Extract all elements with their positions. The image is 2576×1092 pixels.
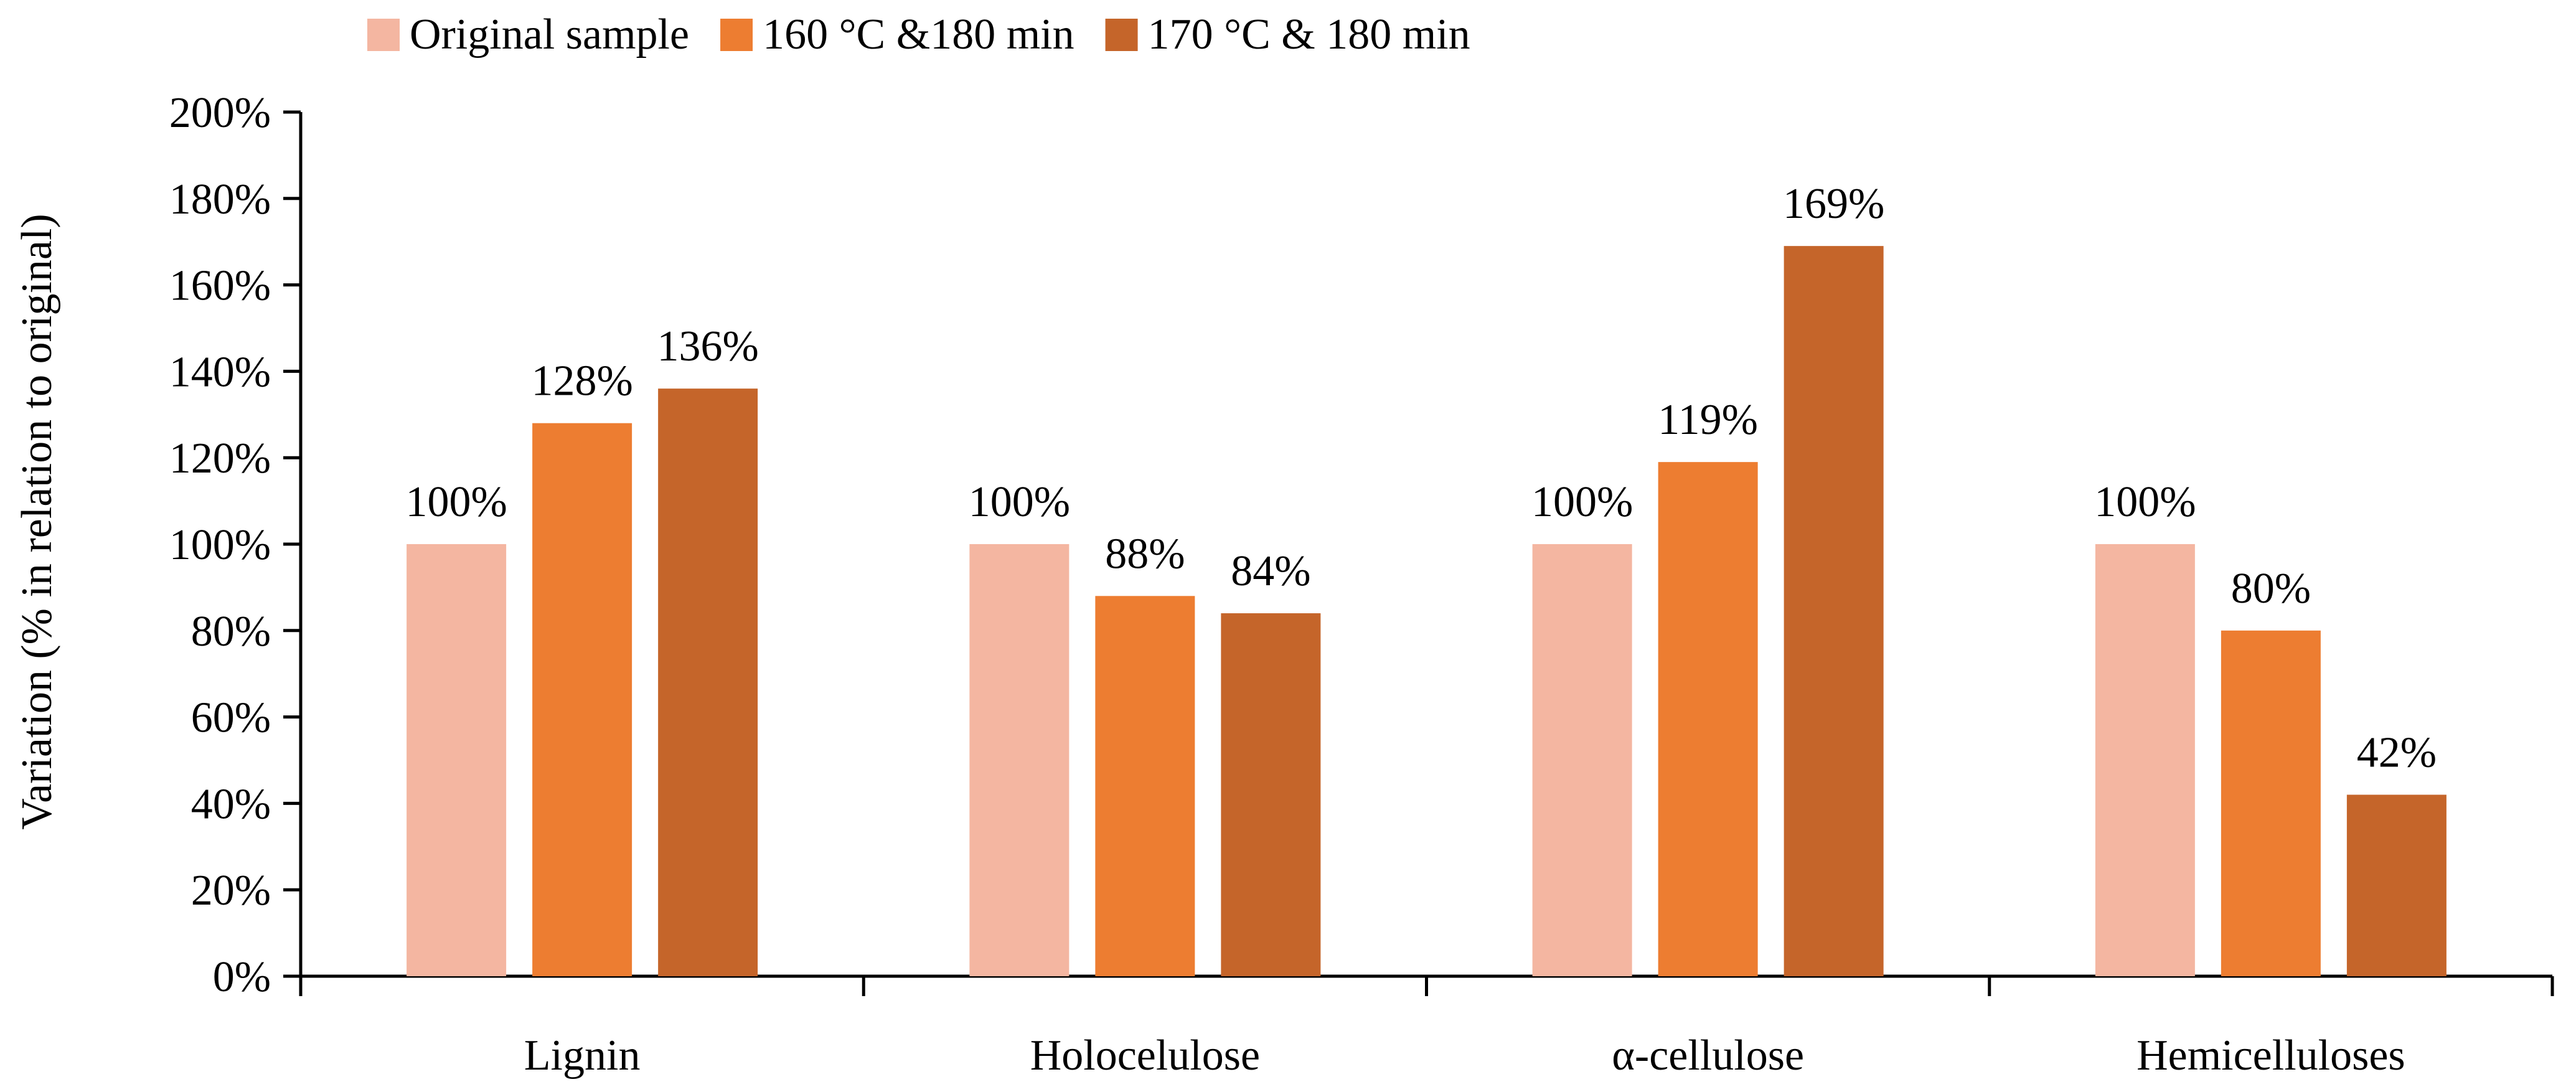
legend-swatch <box>720 19 753 51</box>
data-label-160-c-180-min-cellulose: 119% <box>1658 396 1758 444</box>
bar-170-c-180-min-holocelulose <box>1221 613 1321 976</box>
data-label-160-c-180-min-lignin: 128% <box>531 357 632 405</box>
legend-item-original-sample: Original sample <box>367 11 689 59</box>
bar-160-c-180-min-cellulose <box>1658 462 1758 976</box>
data-label-170-c-180-min-holocelulose: 84% <box>1231 547 1310 595</box>
data-label-170-c-180-min-hemicelluloses: 42% <box>2357 729 2437 777</box>
bar-160-c-180-min-lignin <box>532 423 632 976</box>
legend-item-170-c-180-min: 170 °C & 180 min <box>1105 11 1470 59</box>
y-tick-label: 0% <box>213 953 271 1001</box>
bar-original-sample-hemicelluloses <box>2095 544 2195 976</box>
y-axis: 0% 20% 40% 60% 80% 100% 120% 140% 160% 180% 200% <box>169 89 303 1001</box>
y-tick-label: 100% <box>169 521 271 569</box>
data-label-original-sample-cellulose: 100% <box>1531 478 1633 526</box>
data-label-original-sample-lignin: 100% <box>405 478 507 526</box>
y-tick-label: 120% <box>169 435 271 482</box>
bar-170-c-180-min-lignin <box>658 388 758 976</box>
x-tick-label-lignin: Lignin <box>524 1032 641 1080</box>
legend-item-160-c-180-min: 160 °C &180 min <box>720 11 1074 59</box>
bar-160-c-180-min-hemicelluloses <box>2221 630 2321 976</box>
legend-swatch <box>1105 19 1138 51</box>
y-tick-label: 40% <box>191 780 271 828</box>
bar-original-sample-lignin <box>407 544 507 976</box>
x-tick-label-holocelulose: Holocelulose <box>1030 1032 1260 1080</box>
legend-label: 160 °C &180 min <box>763 11 1074 59</box>
y-tick-label: 20% <box>191 867 271 915</box>
data-label-original-sample-holocelulose: 100% <box>969 478 1070 526</box>
bar-170-c-180-min-hemicelluloses <box>2346 794 2447 976</box>
data-label-160-c-180-min-holocelulose: 88% <box>1105 530 1185 578</box>
bar-170-c-180-min-cellulose <box>1784 246 1884 976</box>
y-tick-label: 160% <box>169 262 271 310</box>
data-label-160-c-180-min-hemicelluloses: 80% <box>2231 565 2311 613</box>
data-label-170-c-180-min-cellulose: 169% <box>1783 180 1884 228</box>
legend: Original sample 160 °C &180 min 170 °C & 1… <box>367 11 1470 59</box>
legend-swatch <box>367 19 400 51</box>
y-tick-label: 200% <box>169 89 271 137</box>
data-label-original-sample-hemicelluloses: 100% <box>2094 478 2196 526</box>
y-tick-label: 140% <box>169 348 271 396</box>
y-tick-label: 60% <box>191 694 271 742</box>
legend-label: 170 °C & 180 min <box>1148 11 1470 59</box>
bars <box>407 246 2447 976</box>
x-axis: Lignin Holocelulose α-cellulose Hemicellulo… <box>299 974 2554 1080</box>
bar-original-sample-holocelulose <box>969 544 1069 976</box>
bar-160-c-180-min-holocelulose <box>1095 596 1195 976</box>
y-tick-label: 180% <box>169 176 271 224</box>
legend-label: Original sample <box>410 11 689 59</box>
bar-original-sample-cellulose <box>1532 544 1632 976</box>
data-label-170-c-180-min-lignin: 136% <box>657 322 758 370</box>
x-tick-label-hemicelluloses: Hemicelluloses <box>2136 1032 2405 1080</box>
y-axis-title: Variation (% in relation to original) <box>13 214 61 829</box>
x-tick-label-cellulose: α-cellulose <box>1612 1032 1804 1080</box>
data-labels: 100% 100% 100% 100% 128% 88% 119% 80% 136% 84% 169… <box>405 180 2437 776</box>
y-tick-label: 80% <box>191 608 271 656</box>
